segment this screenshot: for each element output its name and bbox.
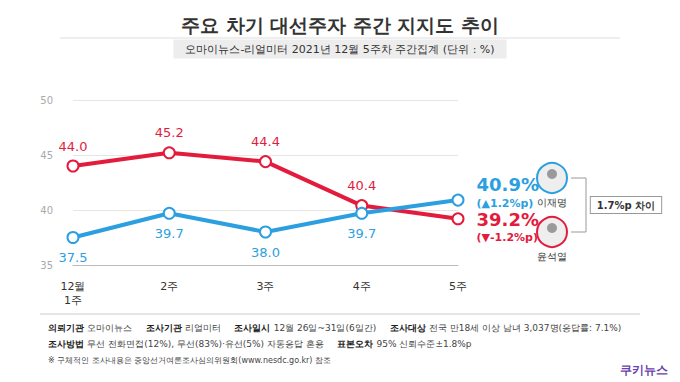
svg-text:40.4: 40.4: [347, 178, 376, 193]
svg-text:전국 만18세 이상 남녀 3,037명(응답률: 7.1%: 전국 만18세 이상 남녀 3,037명(응답률: 7.1%): [429, 323, 621, 333]
svg-text:39.7: 39.7: [155, 226, 184, 241]
svg-text:(▲1.2%p): (▲1.2%p): [477, 197, 534, 210]
svg-text:오마이뉴스-리얼미터 2021년 12월 5주차 주간집계: 오마이뉴스-리얼미터 2021년 12월 5주차 주간집계 (단위 : %): [185, 43, 494, 56]
svg-text:4주: 4주: [353, 280, 371, 293]
svg-text:44.4: 44.4: [251, 134, 280, 149]
svg-text:2주: 2주: [160, 280, 178, 293]
svg-text:40.9%: 40.9%: [477, 174, 539, 195]
svg-text:의뢰기관: 의뢰기관: [48, 323, 84, 333]
svg-text:표본오차: 표본오차: [337, 339, 373, 349]
svg-text:3주: 3주: [257, 280, 275, 293]
svg-text:5주: 5주: [449, 280, 467, 293]
svg-text:12월: 12월: [61, 280, 86, 293]
svg-text:조사기관: 조사기관: [146, 323, 182, 333]
svg-text:44.0: 44.0: [59, 139, 88, 154]
svg-text:윤석열: 윤석열: [537, 251, 567, 262]
svg-text:조사대상: 조사대상: [390, 323, 426, 333]
svg-text:오마이뉴스: 오마이뉴스: [87, 323, 132, 333]
svg-text:38.0: 38.0: [251, 245, 280, 260]
svg-text:37.5: 37.5: [59, 250, 88, 265]
svg-text:조사방법: 조사방법: [48, 339, 84, 349]
svg-text:무선 전화면접(12%), 무선(83%)·유선(5%) 자: 무선 전화면접(12%), 무선(83%)·유선(5%) 자동응답 혼용: [87, 339, 324, 349]
svg-text:1.7%p 차이: 1.7%p 차이: [597, 200, 655, 211]
svg-text:45: 45: [40, 150, 53, 161]
svg-text:주요 차기 대선주자 주간 지지도 추이: 주요 차기 대선주자 주간 지지도 추이: [181, 14, 499, 36]
svg-text:쿠키뉴스: 쿠키뉴스: [620, 363, 668, 377]
svg-text:95% 신뢰수준±1.8%p: 95% 신뢰수준±1.8%p: [377, 339, 472, 349]
svg-text:12월 26일~31일(6일간): 12월 26일~31일(6일간): [274, 323, 377, 333]
svg-text:45.2: 45.2: [155, 125, 184, 140]
svg-text:50: 50: [40, 95, 53, 106]
svg-text:리얼미터: 리얼미터: [185, 323, 221, 333]
svg-text:(▼-1.2%p): (▼-1.2%p): [477, 231, 538, 244]
svg-text:35: 35: [40, 260, 53, 271]
svg-text:40: 40: [40, 205, 53, 216]
svg-text:※ 구체적인 조사내용은 중앙선거여론조사심의위원회(www: ※ 구체적인 조사내용은 중앙선거여론조사심의위원회(www.nesdc.go.…: [48, 356, 331, 365]
svg-text:1주: 1주: [64, 294, 82, 307]
svg-text:조사일시: 조사일시: [234, 323, 270, 333]
svg-text:39.2%: 39.2%: [477, 209, 539, 230]
svg-text:39.7: 39.7: [347, 226, 376, 241]
svg-text:이재명: 이재명: [537, 197, 567, 208]
